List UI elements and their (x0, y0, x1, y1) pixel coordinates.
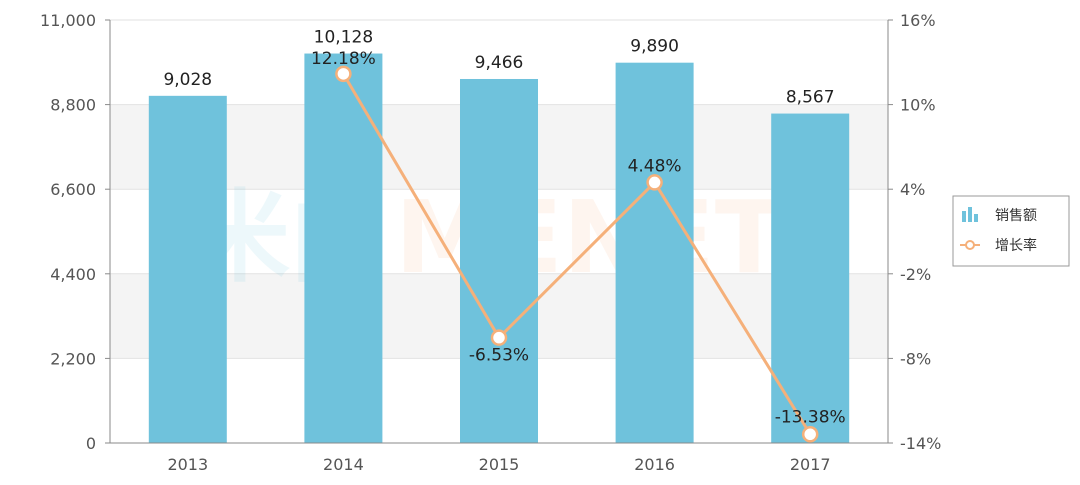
x-tick-label: 2013 (167, 455, 208, 474)
x-tick-label: 2016 (634, 455, 675, 474)
y-right-tick-label: 4% (900, 180, 925, 199)
growth-point-2014 (335, 65, 352, 83)
bar-label: 9,466 (475, 53, 524, 73)
legend-box (952, 195, 1070, 267)
x-tick-label: 2015 (479, 455, 520, 474)
growth-label: 12.18% (311, 49, 376, 69)
y-left-tick-label: 2,200 (50, 349, 96, 368)
growth-point-2015 (490, 329, 508, 346)
growth-line-path (342, 73, 812, 436)
growth-line (335, 65, 819, 443)
bar-label: 8,567 (786, 88, 835, 108)
growth-point-2016 (646, 174, 663, 191)
bar-label: 9,028 (163, 70, 212, 90)
y-right-tick-label: 16% (900, 11, 936, 30)
watermark-text: MENET (395, 179, 783, 296)
y-left-tick-label: 11,000 (40, 11, 96, 30)
bar-2013 (148, 95, 227, 443)
tick-labels: 0 2,200 4,400 6,600 8,800 11,000 -14% -8% -2% 4% 1… (40, 11, 941, 474)
bar-label: 10,128 (314, 28, 373, 48)
y-right-tick-label: 10% (900, 96, 936, 115)
x-tick-label: 2014 (323, 455, 364, 474)
legend-label-growth: 增长率 (995, 237, 1037, 254)
y-left-tick-label: 6,600 (50, 180, 96, 199)
y-right-tick-label: -14% (900, 434, 941, 453)
bar-label: 9,890 (630, 37, 679, 57)
bar-2015 (460, 78, 538, 444)
axes (105, 19, 893, 444)
growth-label: 4.48% (628, 156, 682, 176)
bar-2014 (304, 53, 383, 444)
legend-line-icon (960, 240, 980, 250)
y-right-tick-label: -8% (900, 349, 931, 368)
growth-point-2017 (801, 426, 819, 443)
legend-label-sales: 销售额 (995, 208, 1037, 224)
y-left-tick-label: 0 (86, 434, 96, 453)
growth-label: -6.53% (469, 346, 529, 366)
y-right-tick-label: -2% (900, 265, 931, 284)
growth-label: -13.38% (775, 407, 846, 427)
data-labels: 9,028 10,128 9,466 9,890 8,567 12.18% -6.53% 4.… (163, 28, 845, 428)
y-left-tick-label: 8,800 (50, 96, 96, 115)
y-left-tick-label: 4,400 (50, 265, 96, 284)
x-tick-label: 2017 (790, 455, 831, 474)
bar-2017 (771, 113, 850, 443)
bar-2016 (615, 62, 694, 444)
legend-bar-icon (962, 207, 978, 222)
